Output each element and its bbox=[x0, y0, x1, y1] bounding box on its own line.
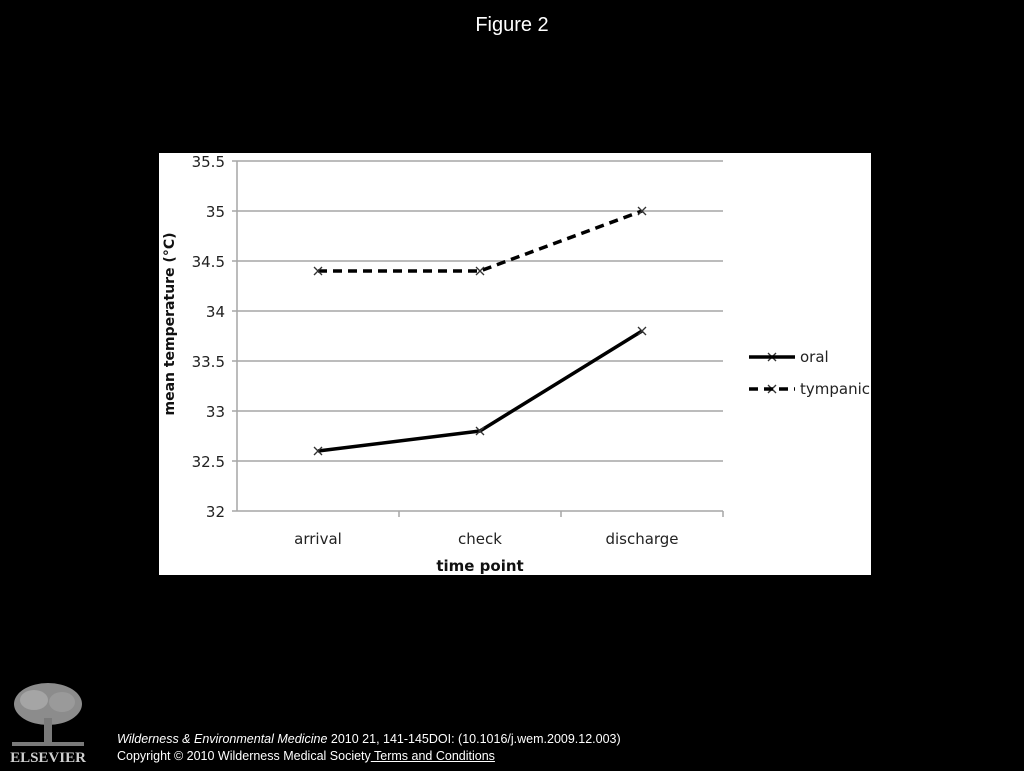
data-point-oral bbox=[637, 326, 647, 336]
data-point-oral bbox=[313, 446, 323, 456]
y-tick-label: 34.5 bbox=[192, 253, 225, 271]
x-tick-label: discharge bbox=[605, 530, 678, 548]
legend: oral tympanic bbox=[749, 348, 870, 398]
series-line-tympanic bbox=[318, 209, 643, 273]
data-point-tympanic bbox=[313, 266, 323, 276]
legend-label-oral: oral bbox=[800, 348, 829, 366]
svg-text:ELSEVIER: ELSEVIER bbox=[10, 750, 86, 766]
terms-and-conditions-link[interactable]: Terms and Conditions bbox=[370, 749, 495, 763]
elsevier-logo: ELSEVIER bbox=[8, 680, 88, 766]
citation-details: 2010 21, 141-145DOI: (10.1016/j.wem.2009… bbox=[327, 732, 621, 746]
data-markers bbox=[313, 206, 777, 456]
y-tick-label: 32 bbox=[206, 503, 225, 521]
y-tick-label: 35.5 bbox=[192, 153, 225, 171]
data-point-tympanic bbox=[475, 266, 485, 276]
data-point-tympanic bbox=[637, 206, 647, 216]
elsevier-tree-icon: ELSEVIER bbox=[10, 683, 86, 766]
tick-labels: 32 32.5 33 33.5 34 34.5 35 35.5 arrival check disc… bbox=[192, 153, 679, 548]
copyright-line: Copyright © 2010 Wilderness Medical Soci… bbox=[117, 748, 621, 765]
copyright-text: Copyright © 2010 Wilderness Medical Soci… bbox=[117, 749, 371, 763]
y-tick-label: 33.5 bbox=[192, 353, 225, 371]
x-axis-title: time point bbox=[436, 557, 523, 575]
y-tick-label: 35 bbox=[206, 203, 225, 221]
gridlines bbox=[232, 160, 723, 512]
citation-block: Wilderness & Environmental Medicine 2010… bbox=[117, 731, 621, 765]
y-tick-label: 32.5 bbox=[192, 453, 225, 471]
y-tick-label: 34 bbox=[206, 303, 225, 321]
x-tick-label: arrival bbox=[294, 530, 342, 548]
y-tick-label: 33 bbox=[206, 403, 225, 421]
series-line-oral bbox=[317, 329, 643, 453]
journal-name: Wilderness & Environmental Medicine bbox=[117, 732, 328, 746]
series-lines bbox=[317, 209, 643, 453]
axes bbox=[236, 161, 724, 517]
citation-line: Wilderness & Environmental Medicine 2010… bbox=[117, 731, 621, 748]
legend-label-tympanic: tympanic bbox=[800, 380, 870, 398]
chart-panel: 32 32.5 33 33.5 34 34.5 35 35.5 arrival check disc… bbox=[159, 153, 871, 575]
data-point-oral bbox=[475, 426, 485, 436]
slide-title: Figure 2 bbox=[475, 14, 549, 36]
line-chart: 32 32.5 33 33.5 34 34.5 35 35.5 arrival check disc… bbox=[162, 153, 870, 575]
y-axis-title: mean temperature (°C) bbox=[162, 232, 178, 415]
x-tick-label: check bbox=[458, 530, 502, 548]
